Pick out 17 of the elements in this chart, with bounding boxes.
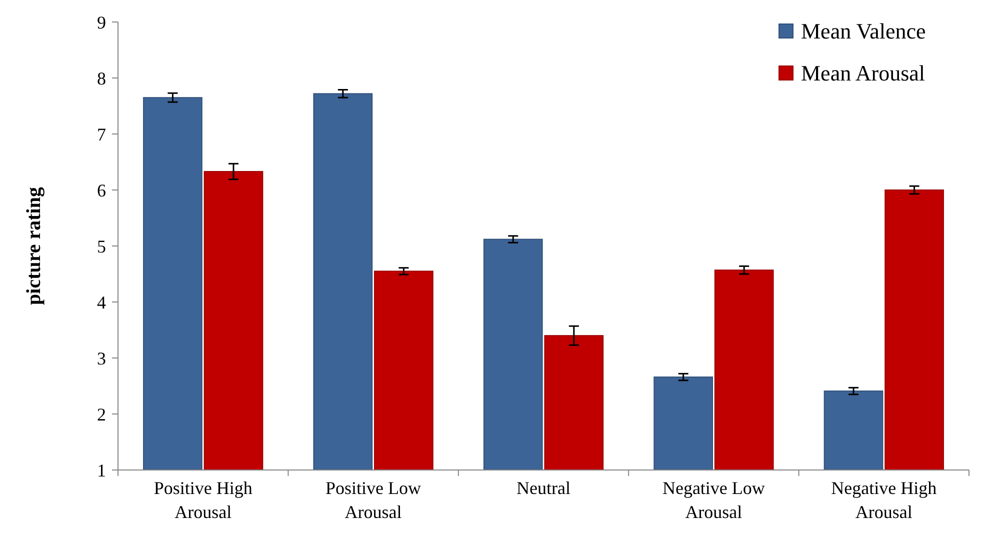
x-tick-label: Positive High Arousal [154, 478, 252, 522]
x-tick-label: Neutral [516, 478, 570, 498]
legend-label: Mean Arousal [801, 60, 926, 86]
legend-label: Mean Valence [801, 18, 926, 44]
y-tick-label: 3 [97, 348, 106, 368]
y-tick-label: 2 [97, 404, 106, 424]
y-tick-label: 4 [97, 292, 106, 312]
y-tick-label: 6 [97, 180, 106, 200]
y-axis-title: picture rating [23, 187, 45, 305]
x-tick-label: Positive Low Arousal [326, 478, 422, 522]
y-tick-label: 1 [97, 460, 106, 480]
y-tick-label: 7 [97, 124, 106, 144]
y-tick-label: 5 [97, 236, 106, 256]
y-tick-label: 9 [97, 12, 106, 32]
x-tick-label: Negative Low Arousal [662, 478, 765, 522]
y-tick-label: 8 [97, 68, 106, 88]
x-tick-label: Negative High Arousal [831, 478, 937, 522]
